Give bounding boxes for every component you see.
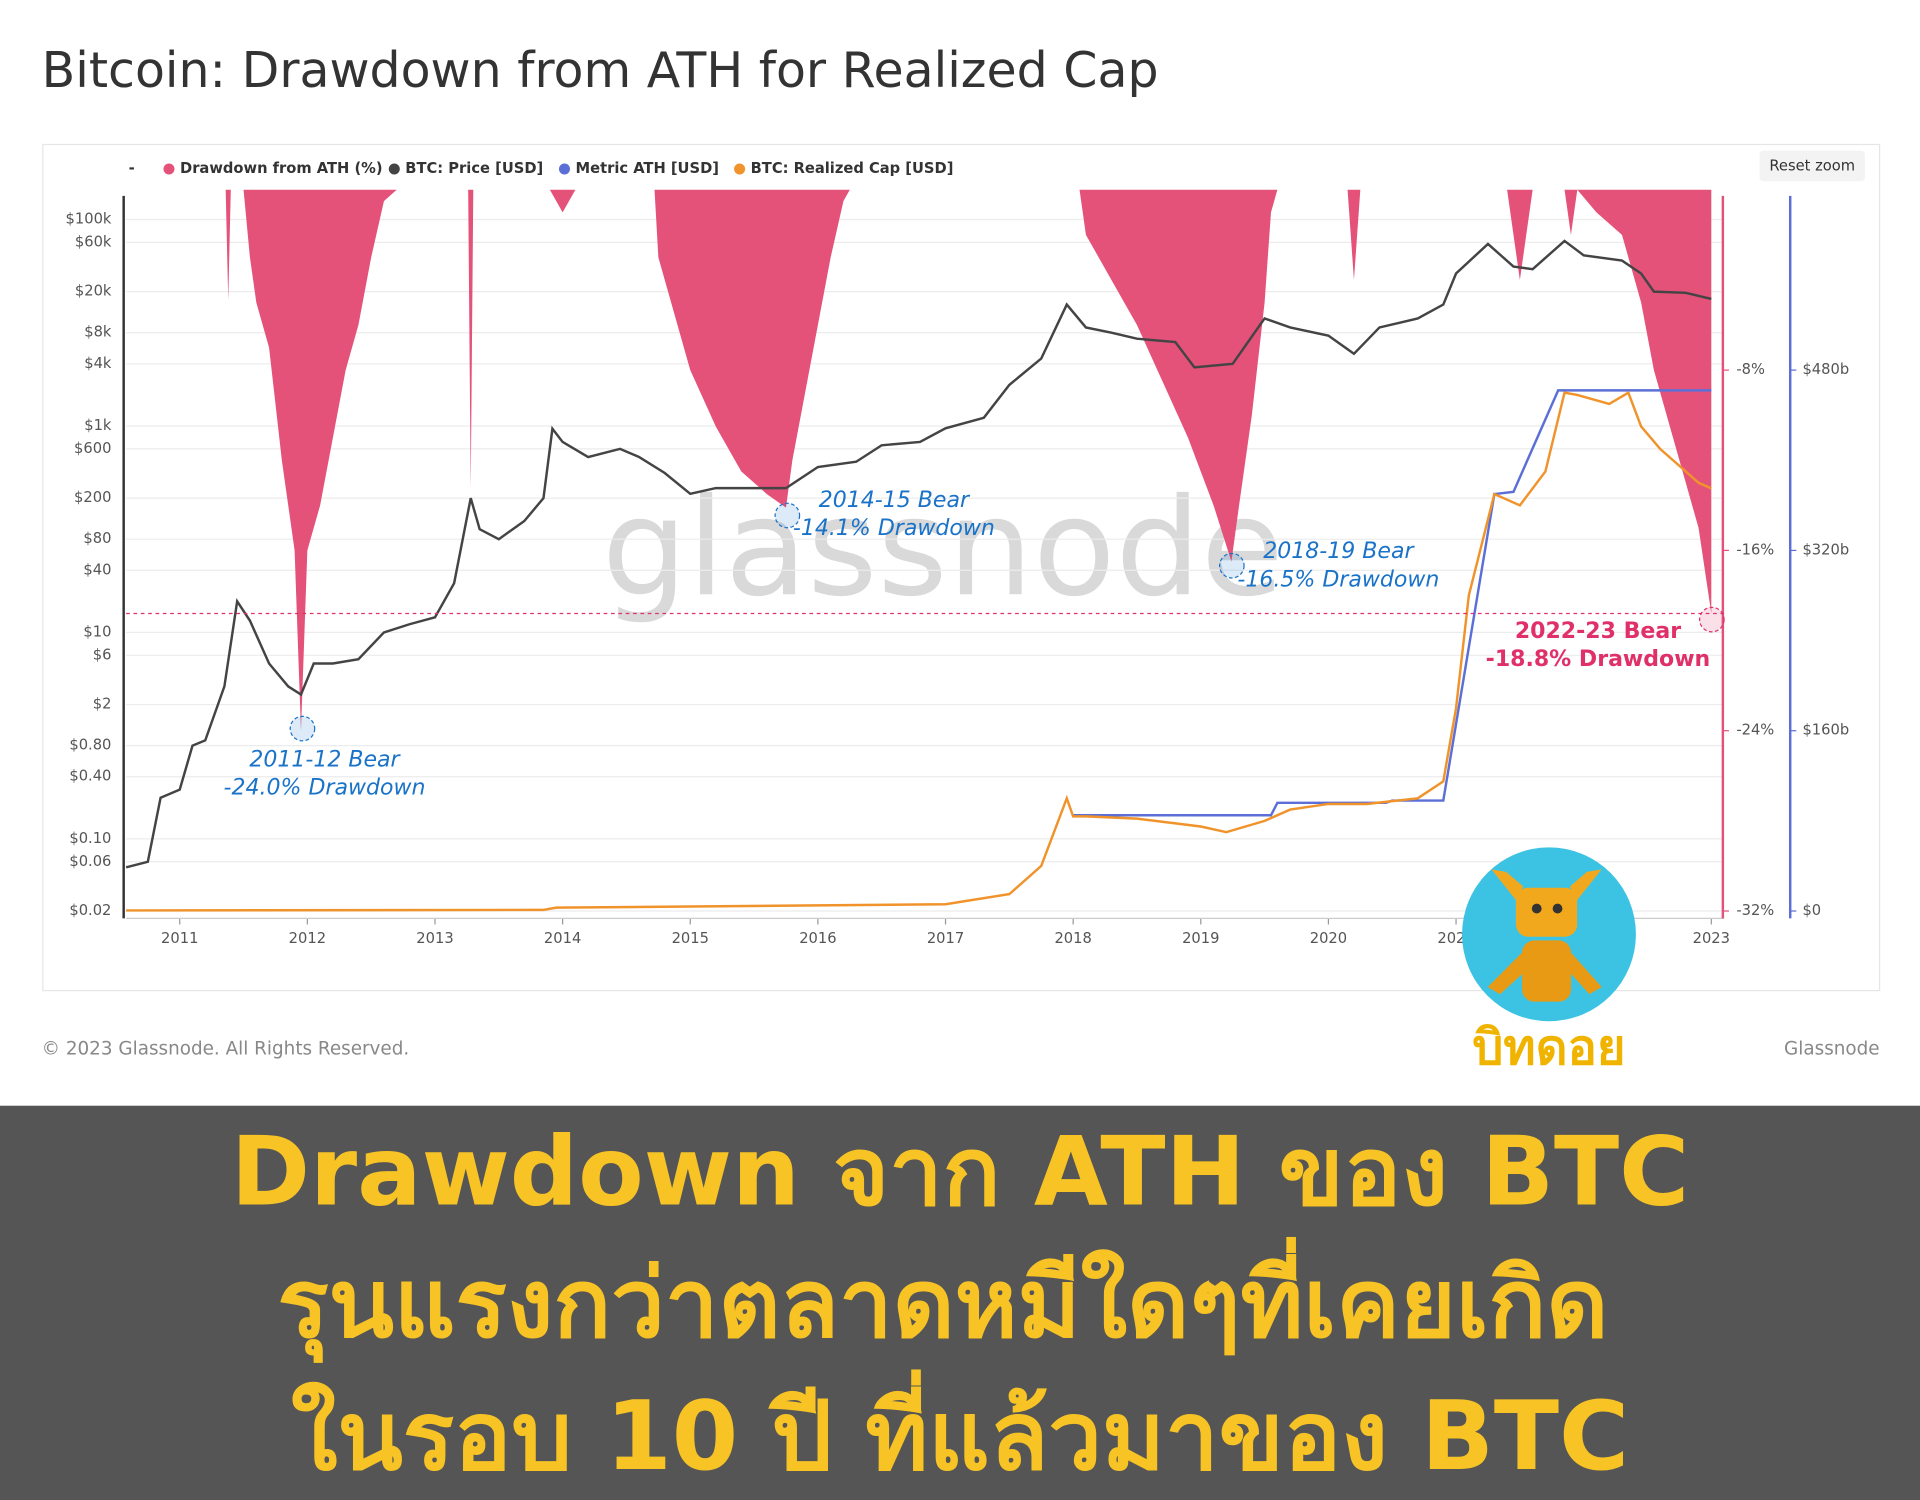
y2-tick-label: -32% xyxy=(1736,902,1774,919)
source: Glassnode xyxy=(1784,1038,1880,1059)
x-tick-label: 2011 xyxy=(161,930,198,947)
logo-eye xyxy=(1531,903,1542,914)
y-tick-label: $40 xyxy=(83,561,111,578)
annotation-text: 2014-15 Bear xyxy=(819,488,971,513)
drawdown-area xyxy=(126,189,1712,731)
y2-tick-label: -16% xyxy=(1736,541,1774,558)
x-tick-label: 2023 xyxy=(1693,930,1730,947)
chart-title: Bitcoin: Drawdown from ATH for Realized … xyxy=(42,42,1159,99)
y-tick-label: $1k xyxy=(84,417,112,434)
y-tick-label: $200 xyxy=(74,489,111,506)
annotation-text: -18.8% Drawdown xyxy=(1486,647,1711,672)
banner-line: Drawdown จาก ATH ของ BTC xyxy=(231,1115,1689,1227)
annotation-text: -16.5% Drawdown xyxy=(1237,567,1439,592)
annotation-text: -14.1% Drawdown xyxy=(793,516,995,541)
y3-tick-label: $480b xyxy=(1802,361,1849,378)
button-bg[interactable] xyxy=(1759,150,1865,182)
x-tick-label: 2014 xyxy=(544,930,581,947)
y3-tick-label: $0 xyxy=(1802,902,1821,919)
x-tick-label: 2015 xyxy=(672,930,709,947)
y-tick-label: $10 xyxy=(83,623,111,640)
annotation-text: 2022-23 Bear xyxy=(1515,619,1681,644)
legend-label: BTC: Realized Cap [USD] xyxy=(751,160,954,177)
logo-arms xyxy=(1487,952,1602,995)
reset-zoom-button[interactable]: Reset zoom xyxy=(1759,150,1865,182)
logo-eye xyxy=(1552,903,1563,914)
copyright: © 2023 Glassnode. All Rights Reserved. xyxy=(42,1038,410,1059)
legend-dot xyxy=(163,163,175,175)
series-line xyxy=(1073,389,1712,817)
banner-line: รุนแรงกว่าตลาดหมีใดๆที่เคยเกิด xyxy=(277,1237,1608,1364)
y3-tick-label: $160b xyxy=(1802,722,1849,739)
series-line xyxy=(125,239,1712,869)
chart-frame xyxy=(42,143,1881,992)
logo-text: บิทดอย xyxy=(1472,1019,1625,1076)
legend-dot xyxy=(388,163,400,175)
legend-label: BTC: Price [USD] xyxy=(405,160,543,177)
x-tick-label: 2020 xyxy=(1310,930,1347,947)
annotation-marker xyxy=(1698,606,1725,633)
x-tick-label: 2017 xyxy=(927,930,964,947)
series-line xyxy=(126,390,1712,912)
x-tick-label: 2019 xyxy=(1182,930,1219,947)
annotation-marker xyxy=(1218,552,1245,579)
button-label[interactable]: Reset zoom xyxy=(1769,158,1855,175)
x-tick-label: 2018 xyxy=(1054,930,1091,947)
annotation-text: 2018-19 Bear xyxy=(1263,539,1415,564)
plot: $0.02 $0.06 $0.10 $0.40 $0.80 $2 $6 $10 $40 $80 $2… xyxy=(66,160,1850,947)
y-tick-label: $4k xyxy=(84,355,112,372)
banner-line: ในรอบ 10 ปี ที่แล้วมาของ BTC xyxy=(291,1369,1629,1492)
y-tick-label: $0.02 xyxy=(69,902,111,919)
legend-dot xyxy=(558,163,570,175)
x-tick-label: 2016 xyxy=(799,930,836,947)
y-tick-label: $600 xyxy=(74,440,111,457)
legend-dot xyxy=(734,163,746,175)
y2-tick-label: -24% xyxy=(1736,722,1774,739)
logo: บิทดอย xyxy=(1462,847,1636,1076)
y3-tick-label: $320b xyxy=(1802,541,1849,558)
x-tick-label: 2012 xyxy=(289,930,326,947)
logo-body xyxy=(1522,940,1572,1002)
y-tick-label: $8k xyxy=(84,324,112,341)
logo-head xyxy=(1515,887,1578,937)
y-tick-label: $80 xyxy=(83,530,111,547)
y-tick-label: $0.80 xyxy=(69,737,111,754)
annotation-text: 2011-12 Bear xyxy=(249,747,401,772)
x-tick-label: 2013 xyxy=(416,930,453,947)
y-tick-label: $20k xyxy=(75,283,112,300)
legend-prefix: - xyxy=(129,160,135,177)
banner xyxy=(0,1105,1920,1500)
y-tick-label: $0.10 xyxy=(69,830,111,847)
y-tick-label: $60k xyxy=(75,233,112,250)
y-tick-label: $0.06 xyxy=(69,853,111,870)
y-tick-label: $100k xyxy=(66,211,112,228)
legend-label: Drawdown from ATH (%) xyxy=(180,160,383,177)
legend-label: Metric ATH [USD] xyxy=(576,160,719,177)
annotation-text: -24.0% Drawdown xyxy=(224,776,426,801)
annotation-marker xyxy=(774,502,801,529)
y-tick-label: $2 xyxy=(93,696,112,713)
watermark: glassnode xyxy=(602,469,1284,626)
y-tick-label: $0.40 xyxy=(69,768,111,785)
y-tick-label: $6 xyxy=(93,646,112,663)
annotation-marker xyxy=(289,715,316,742)
logo-ears xyxy=(1491,869,1602,900)
y2-tick-label: -8% xyxy=(1736,361,1765,378)
